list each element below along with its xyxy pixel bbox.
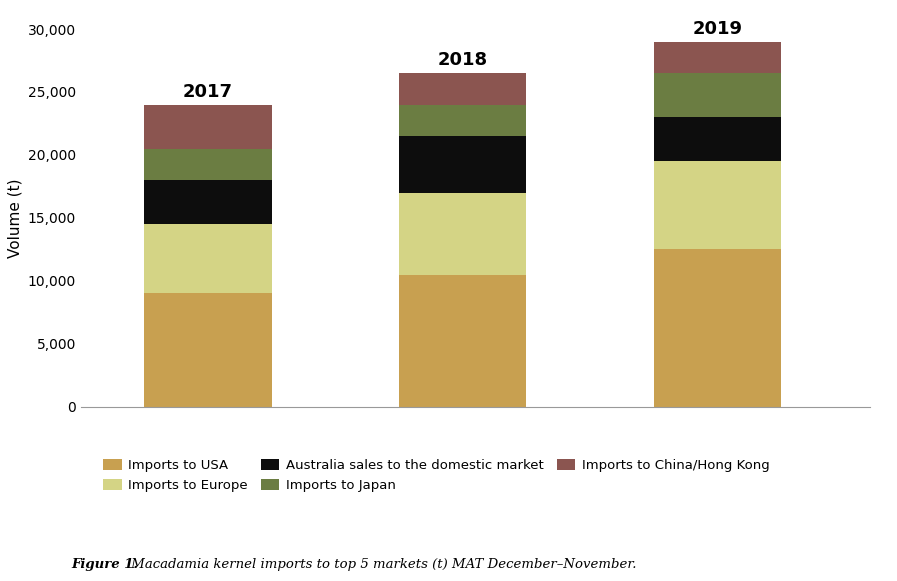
Y-axis label: Volume (t): Volume (t) — [7, 178, 22, 257]
Bar — [654, 117, 781, 161]
Bar — [654, 161, 781, 249]
Bar — [399, 73, 527, 105]
Bar — [399, 275, 527, 407]
Bar — [654, 42, 781, 73]
Text: Figure 1.: Figure 1. — [72, 558, 139, 571]
Text: 2017: 2017 — [183, 83, 233, 101]
Bar — [144, 224, 272, 293]
Bar — [654, 249, 781, 407]
Bar — [144, 180, 272, 224]
Text: Macadamia kernel imports to top 5 markets (t) MAT December–November.: Macadamia kernel imports to top 5 market… — [127, 558, 637, 571]
Bar — [144, 293, 272, 407]
Bar — [144, 105, 272, 149]
Legend: Imports to USA, Imports to Europe, Australia sales to the domestic market, Impor: Imports to USA, Imports to Europe, Austr… — [103, 458, 770, 492]
Bar — [399, 193, 527, 275]
Text: 2018: 2018 — [438, 51, 488, 69]
Bar — [399, 136, 527, 193]
Bar — [654, 73, 781, 117]
Bar — [144, 149, 272, 180]
Bar — [399, 105, 527, 136]
Text: 2019: 2019 — [692, 20, 743, 38]
